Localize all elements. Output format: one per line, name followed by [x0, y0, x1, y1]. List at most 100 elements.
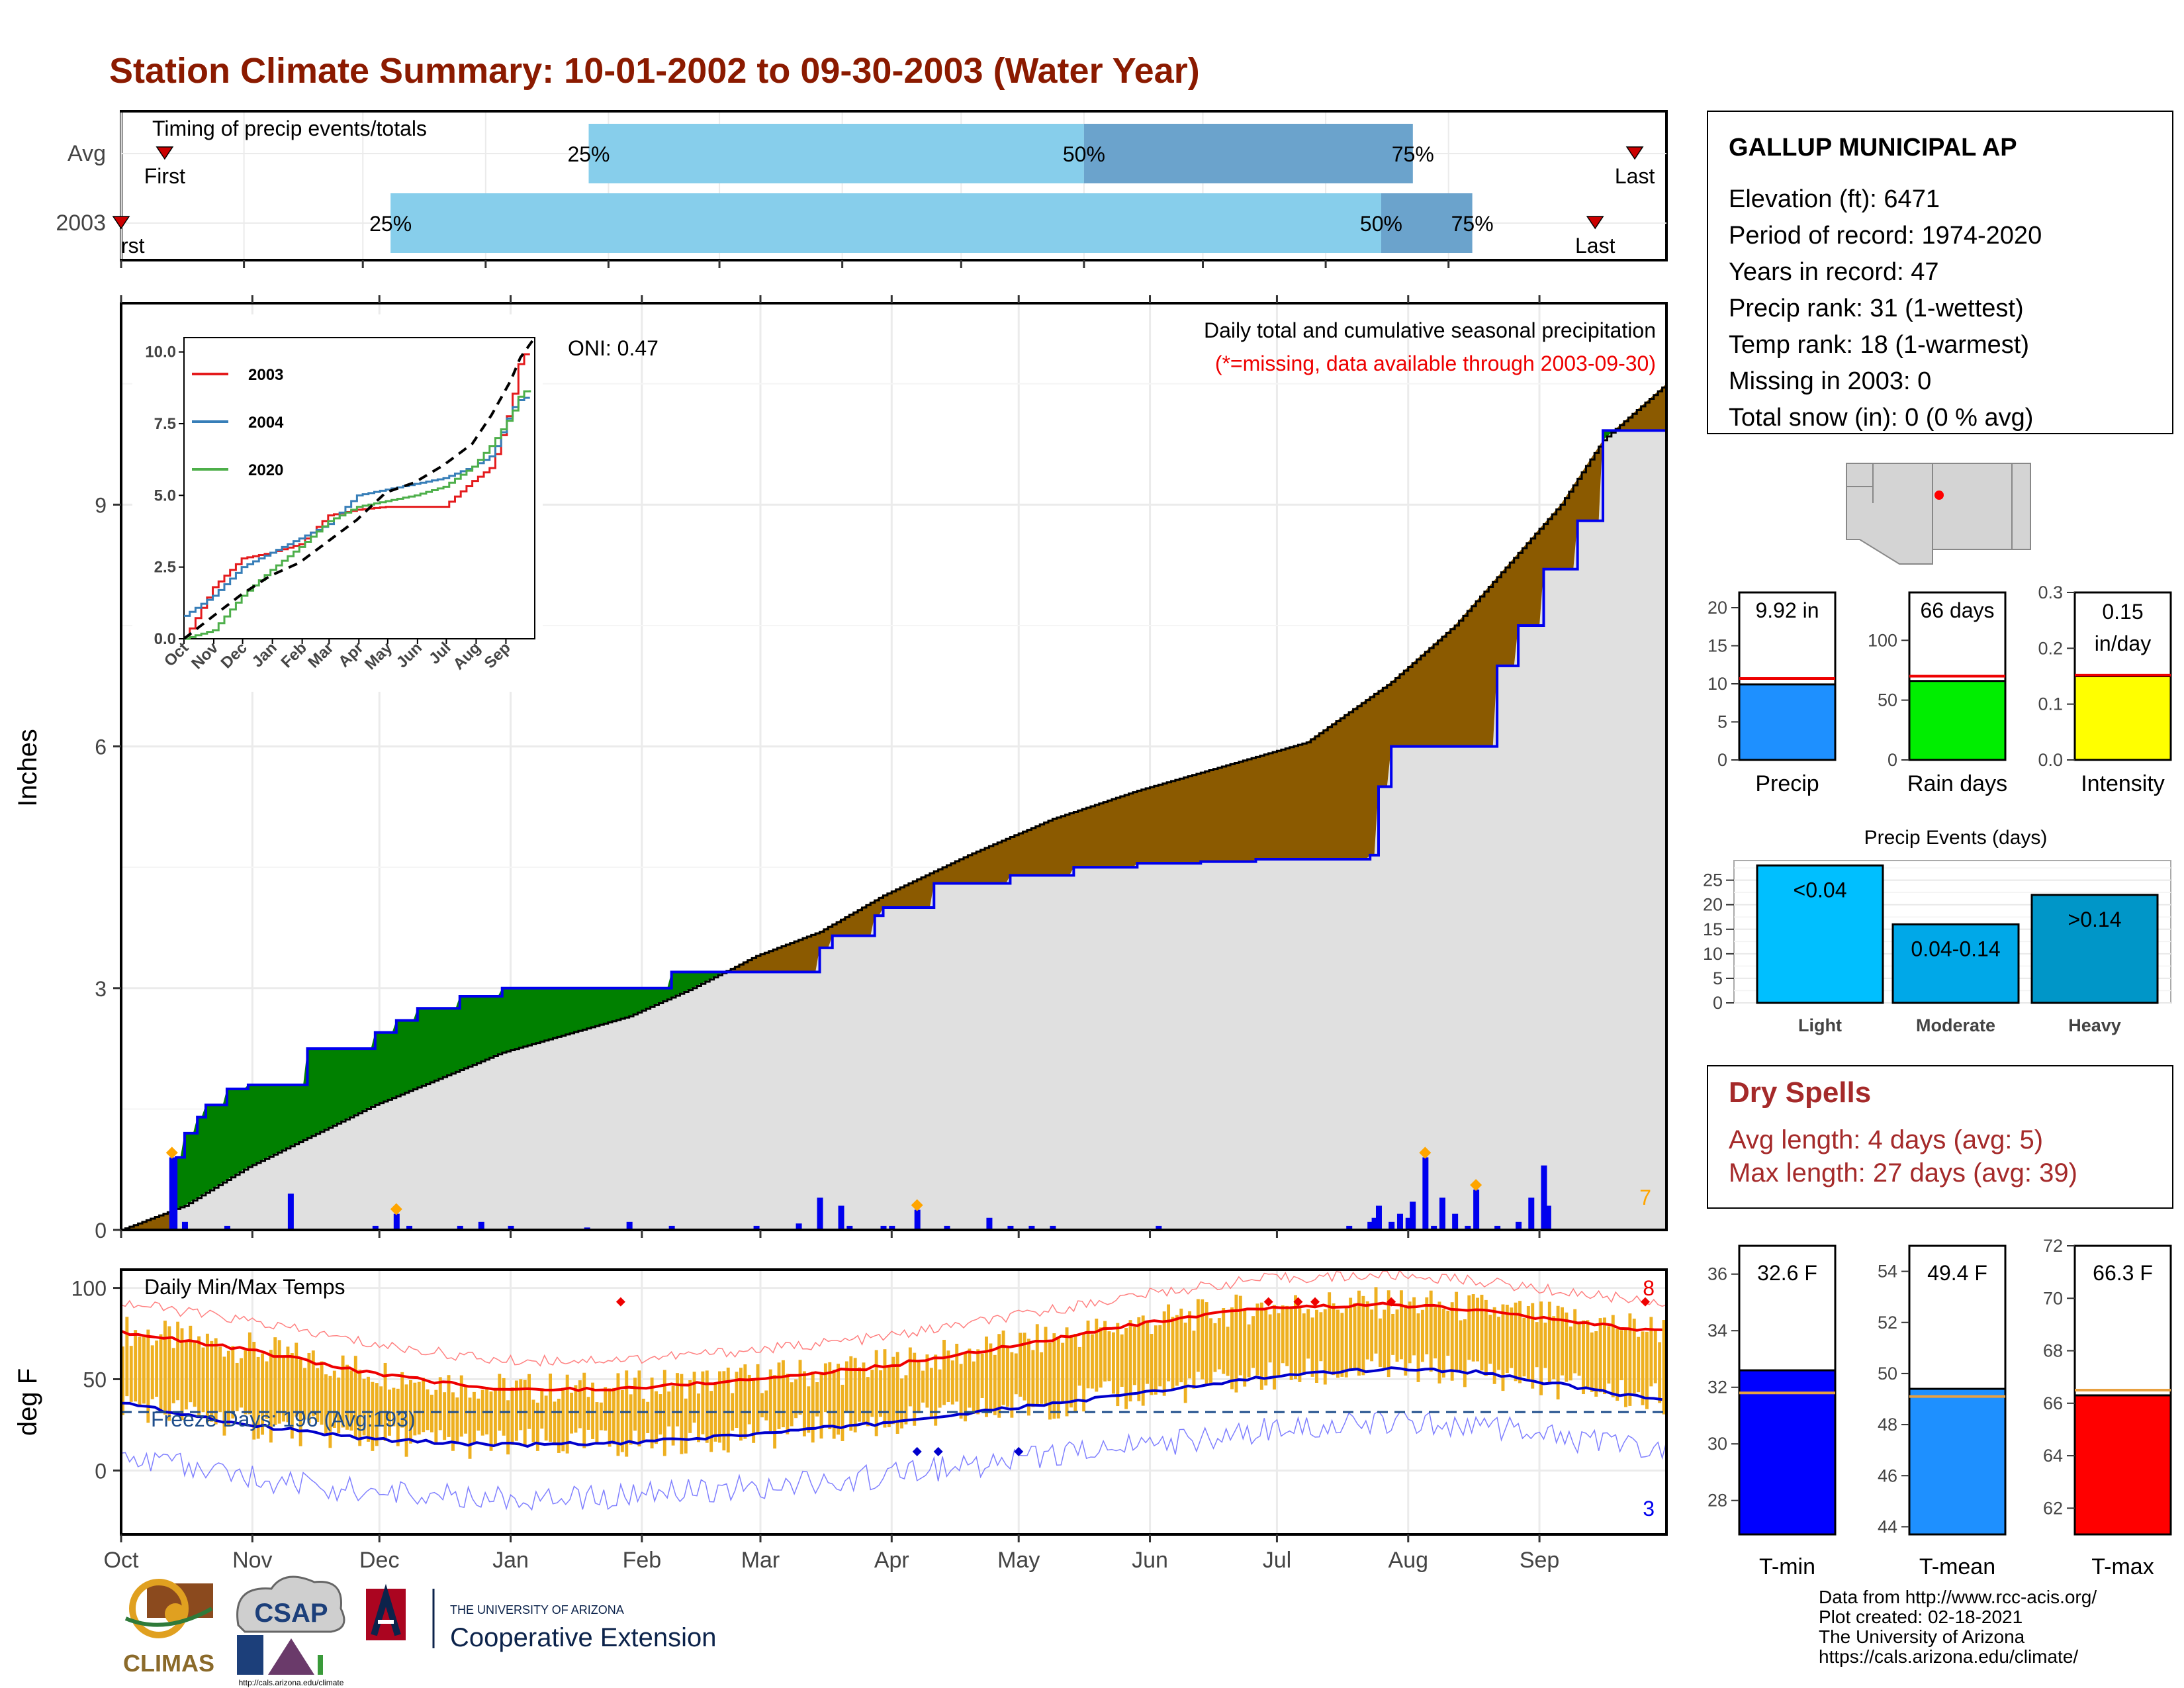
- daily-temp-bar: [468, 1397, 472, 1459]
- daily-temp-bar: [1577, 1322, 1581, 1376]
- daily-temp-bar: [1264, 1309, 1268, 1385]
- temp-bar-tick-label: 36: [1707, 1264, 1727, 1284]
- daily-temp-bar: [980, 1353, 984, 1398]
- daily-temp-bar: [1052, 1333, 1056, 1419]
- events-y-tick-label: 15: [1703, 919, 1723, 939]
- daily-precip-bar: [181, 1221, 188, 1230]
- temp-bar-tick-label: 44: [1878, 1517, 1897, 1536]
- daily-temp-bar: [929, 1368, 933, 1418]
- daily-temp-bar: [858, 1367, 862, 1422]
- daily-temp-bar: [1471, 1294, 1475, 1362]
- inset-legend-label: 2020: [248, 461, 283, 479]
- daily-temp-bar: [841, 1384, 844, 1441]
- daily-temp-bar: [316, 1368, 320, 1423]
- daily-precip-bar: [1405, 1217, 1412, 1230]
- daily-temp-bar: [1183, 1323, 1187, 1403]
- daily-temp-bar: [1344, 1308, 1348, 1378]
- daily-temp-bar: [1484, 1299, 1488, 1376]
- daily-temp-bar: [1425, 1297, 1429, 1354]
- timing-last-marker: [1586, 216, 1604, 230]
- daily-temp-bar: [231, 1346, 235, 1419]
- daily-temp-bar: [1065, 1327, 1069, 1417]
- daily-temp-bar: [1632, 1319, 1636, 1394]
- daily-precip-bar: [846, 1225, 853, 1230]
- daily-temp-bar: [1526, 1305, 1530, 1381]
- csap-mountain: [268, 1638, 314, 1675]
- timing-bar-25-50: [390, 193, 1381, 253]
- daily-precip-bar: [1388, 1221, 1395, 1230]
- daily-temp-bar: [1391, 1313, 1395, 1355]
- daily-temp-bar: [121, 1346, 124, 1415]
- daily-temp-bar: [1365, 1301, 1369, 1360]
- daily-temp-bar: [493, 1389, 497, 1446]
- daily-temp-bar: [383, 1362, 387, 1441]
- daily-temp-bar: [150, 1345, 154, 1399]
- daily-temp-bar: [1586, 1320, 1590, 1389]
- daily-temp-bar: [358, 1370, 362, 1446]
- ua-logo-line2: Cooperative Extension: [450, 1623, 716, 1652]
- daily-precip-bar: [668, 1225, 675, 1230]
- daily-temp-bar: [1653, 1329, 1657, 1383]
- daily-temp-bar: [506, 1400, 510, 1455]
- csap-cloud: [236, 1575, 345, 1633]
- daily-temp-bar: [1141, 1315, 1145, 1406]
- precip-y-tick-label: 6: [95, 735, 107, 759]
- daily-temp-bar: [895, 1352, 899, 1434]
- footer-line-data: Data from http://www.rcc-acis.org/: [1819, 1587, 2097, 1607]
- observed-cumulative-line: [121, 429, 1666, 1231]
- daily-temp-bar: [498, 1374, 502, 1431]
- daily-temp-bar: [549, 1374, 553, 1442]
- daily-temp-bar: [921, 1370, 925, 1403]
- daily-precip-bar: [914, 1209, 921, 1230]
- daily-temp-bar: [1437, 1301, 1441, 1383]
- temp-y-axis-label: deg F: [13, 1368, 42, 1436]
- daily-temp-bar: [1217, 1318, 1221, 1370]
- events-category-label: Light: [1798, 1015, 1842, 1035]
- timing-bar-50-75: [1083, 124, 1413, 183]
- daily-temp-bar: [671, 1385, 675, 1446]
- daily-temp-bar: [337, 1378, 341, 1434]
- temp-bar-tick-label: 54: [1878, 1262, 1897, 1282]
- record-low-marker: [933, 1446, 943, 1456]
- climas-logo-sun: [129, 1579, 189, 1638]
- daily-precip-bar: [1422, 1157, 1429, 1230]
- timing-last-label: Last: [1615, 164, 1655, 188]
- csap-url: http://cals.arizona.edu/climate: [239, 1678, 344, 1687]
- station-frame: [1707, 111, 2173, 434]
- daily-temp-bar: [862, 1362, 866, 1425]
- daily-temp-bar: [214, 1338, 218, 1425]
- daily-temp-bar: [1255, 1303, 1259, 1376]
- daily-temp-bar: [913, 1352, 917, 1426]
- events-y-tick-label: 25: [1703, 870, 1723, 890]
- daily-temp-bar: [426, 1389, 430, 1430]
- daily-temp-bar: [574, 1385, 578, 1433]
- daily-temp-bar: [578, 1380, 582, 1429]
- daily-temp-bar: [184, 1340, 188, 1410]
- temp-bar-tick-label: 46: [1878, 1466, 1897, 1485]
- timing-first-label: rst: [121, 234, 145, 258]
- daily-temp-bar: [1510, 1307, 1514, 1368]
- daily-temp-bar: [1323, 1309, 1327, 1385]
- events-title: Precip Events (days): [1864, 827, 2048, 849]
- daily-temp-bar: [1603, 1317, 1606, 1395]
- footer-line-university: The University of Arizona: [1819, 1626, 2025, 1647]
- daily-temp-bar: [1522, 1317, 1526, 1377]
- daily-temp-bar: [295, 1342, 298, 1417]
- daily-temp-bar: [735, 1372, 739, 1429]
- temp-bar-tick-label: 66: [2043, 1393, 2063, 1413]
- precip-note: Daily total and cumulative seasonal prec…: [1204, 318, 1656, 342]
- daily-temp-bar: [705, 1370, 709, 1443]
- events-bar-moderate: [1891, 923, 2020, 1004]
- daily-temp-bar: [1561, 1307, 1564, 1376]
- summary-bar-tick-label: 0.2: [2038, 638, 2063, 658]
- daily-temp-bar: [604, 1387, 608, 1431]
- station-line-temp-rank: Temp rank: 18 (1-warmest): [1729, 331, 2029, 359]
- daily-temp-bar: [345, 1364, 349, 1430]
- daily-temp-bar: [1637, 1336, 1641, 1393]
- daily-precip-marker: [1419, 1147, 1432, 1159]
- daily-temp-bar: [565, 1374, 569, 1454]
- record-high-marker: [1263, 1297, 1273, 1307]
- month-label-sep: Sep: [1520, 1548, 1560, 1573]
- daily-temp-bar: [527, 1374, 531, 1429]
- temp-bar-tick-label: 50: [1878, 1364, 1897, 1383]
